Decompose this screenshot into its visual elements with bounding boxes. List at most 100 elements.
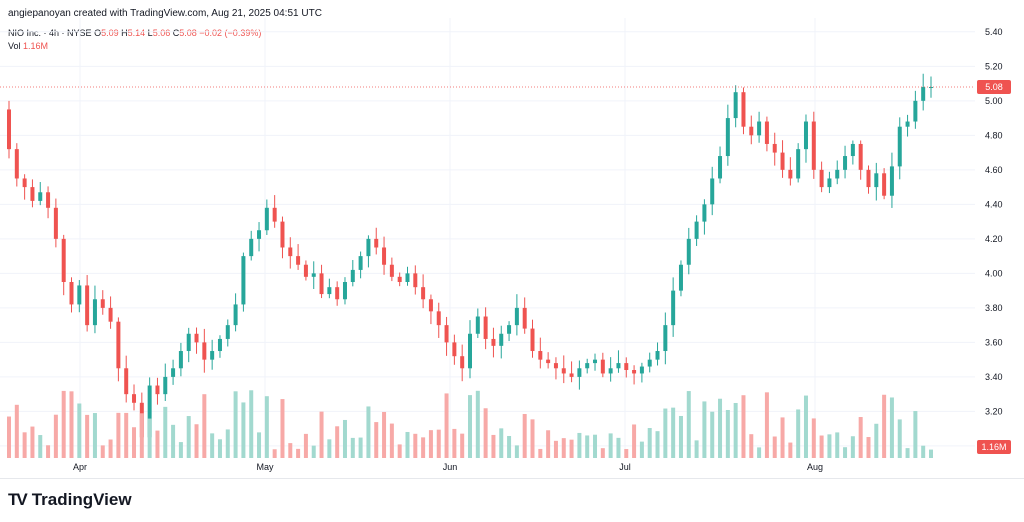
volume-bar bbox=[460, 433, 465, 458]
y-tick-label: 3.80 bbox=[985, 303, 1003, 313]
candle-body bbox=[358, 256, 363, 270]
volume-bar bbox=[241, 402, 246, 458]
candle-body bbox=[655, 351, 660, 360]
candle-body bbox=[929, 87, 933, 89]
volume-bar bbox=[249, 390, 254, 458]
volume-bar bbox=[905, 448, 910, 458]
candle-body bbox=[827, 178, 832, 188]
volume-bar bbox=[741, 395, 746, 458]
volume-bar bbox=[14, 404, 19, 458]
candle-body bbox=[475, 316, 480, 334]
candle-body bbox=[858, 143, 863, 170]
candle-body bbox=[678, 264, 683, 291]
volume-bar bbox=[61, 390, 66, 458]
volume-bar bbox=[593, 434, 598, 458]
candle-body bbox=[811, 121, 816, 170]
volume-bar bbox=[874, 423, 879, 458]
volume-bar bbox=[929, 449, 933, 458]
volume-bar bbox=[585, 435, 590, 458]
symbol-name[interactable]: NIO Inc. bbox=[8, 28, 42, 38]
y-tick-label: 3.40 bbox=[985, 372, 1003, 382]
candle-body bbox=[100, 299, 105, 308]
volume-bar bbox=[280, 399, 285, 458]
candle-body bbox=[538, 351, 543, 360]
volume-bar bbox=[499, 428, 504, 458]
candle-body bbox=[374, 238, 379, 248]
close-value: 5.08 bbox=[179, 28, 197, 38]
volume-bar bbox=[561, 438, 566, 458]
volume-bar bbox=[718, 398, 723, 458]
volume-line: Vol 1.16M bbox=[8, 40, 261, 53]
volume-bar bbox=[202, 394, 207, 458]
volume-bar bbox=[897, 419, 902, 458]
candle-body bbox=[225, 325, 230, 339]
candle-body bbox=[889, 166, 894, 196]
candle-body bbox=[249, 238, 254, 257]
volume-bar bbox=[335, 426, 340, 458]
symbol-legend: NIO Inc. · 4h · NYSE O5.09 H5.14 L5.06 C… bbox=[8, 27, 261, 53]
candle-body bbox=[280, 221, 285, 248]
volume-bar bbox=[92, 413, 97, 458]
volume-bar bbox=[327, 439, 332, 458]
candle-body bbox=[835, 169, 840, 179]
volume-label[interactable]: Vol bbox=[8, 41, 21, 51]
last-price-label: 5.08 bbox=[985, 82, 1003, 92]
y-tick-label: 4.40 bbox=[985, 199, 1003, 209]
volume-bar bbox=[405, 431, 410, 458]
candle-body bbox=[444, 325, 449, 343]
y-tick-label: 3.20 bbox=[985, 406, 1003, 416]
candle-body bbox=[647, 359, 652, 367]
volume-bar bbox=[772, 436, 777, 458]
candle-body bbox=[69, 282, 74, 305]
volume-bar bbox=[350, 437, 355, 458]
volume-bar bbox=[858, 417, 863, 458]
candle-body bbox=[202, 342, 207, 360]
candle-body bbox=[272, 207, 277, 222]
candle-body bbox=[155, 385, 160, 395]
separator: · bbox=[59, 28, 68, 38]
high-label: H bbox=[121, 28, 128, 38]
candle-body bbox=[491, 338, 496, 346]
y-tick-label: 4.60 bbox=[985, 165, 1003, 175]
volume-bar bbox=[889, 397, 894, 458]
volume-bar bbox=[132, 427, 137, 458]
candle-body bbox=[803, 121, 808, 150]
candle-body bbox=[22, 178, 27, 188]
volume-bar bbox=[264, 396, 269, 458]
candle-body bbox=[913, 100, 918, 122]
candle-body bbox=[757, 121, 762, 136]
volume-bar bbox=[194, 424, 199, 458]
candle-body bbox=[311, 273, 316, 277]
candle-body bbox=[327, 287, 332, 295]
candle-body bbox=[335, 287, 340, 300]
volume-bar bbox=[217, 439, 222, 458]
volume-bar bbox=[413, 433, 418, 458]
price-chart[interactable]: 5.40 5.20 5.00 4.80 4.60 4.40 4.20 4.00 3.80 3.60… bbox=[0, 18, 1024, 478]
tradingview-brand[interactable]: TV TradingView bbox=[8, 490, 132, 510]
candle-body bbox=[452, 342, 457, 357]
candle-body bbox=[217, 338, 222, 352]
candle-body bbox=[30, 187, 35, 201]
y-tick-label: 4.80 bbox=[985, 130, 1003, 140]
volume-bar bbox=[85, 414, 90, 458]
volume-bar bbox=[319, 411, 324, 458]
volume-bar bbox=[452, 428, 457, 458]
volume-bar bbox=[186, 416, 191, 458]
candle-body bbox=[772, 143, 777, 153]
volume-bar bbox=[366, 406, 371, 458]
candle-body bbox=[788, 169, 793, 179]
volume-bar bbox=[577, 432, 582, 458]
candle-body bbox=[350, 269, 355, 282]
interval[interactable]: 4h bbox=[49, 28, 60, 38]
candle-body bbox=[608, 368, 613, 374]
volume-bar bbox=[780, 417, 785, 458]
candle-body bbox=[319, 273, 324, 295]
volume-bar bbox=[124, 412, 129, 458]
y-tick-label: 3.60 bbox=[985, 337, 1003, 347]
last-volume-label: 1.16M bbox=[981, 442, 1006, 452]
candle-body bbox=[733, 92, 738, 119]
x-tick-label: Apr bbox=[73, 462, 87, 472]
volume-bar bbox=[632, 424, 637, 458]
candle-body bbox=[421, 287, 426, 300]
volume-bar bbox=[850, 436, 855, 458]
